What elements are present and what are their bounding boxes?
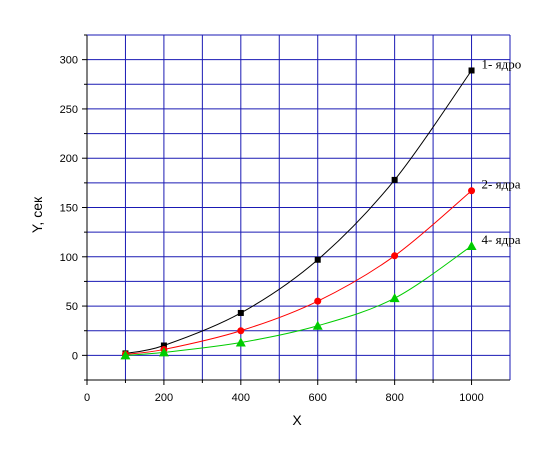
data-point-square — [468, 67, 475, 74]
x-tick-label: 200 — [155, 392, 173, 404]
data-point-triangle — [312, 320, 323, 330]
data-point-triangle — [120, 350, 131, 360]
data-point-triangle — [158, 347, 169, 357]
x-axis-label: X — [292, 412, 302, 428]
series-label: 1- ядро — [482, 56, 522, 71]
series-label: 2- ядра — [482, 177, 521, 192]
series-line — [125, 70, 472, 354]
data-point-circle — [391, 252, 399, 260]
data-point-triangle — [466, 240, 477, 250]
y-tick-label: 300 — [60, 55, 78, 67]
data-point-square — [160, 342, 167, 349]
grid — [87, 35, 510, 380]
series-line — [125, 245, 472, 356]
y-tick-label: 100 — [60, 252, 78, 264]
axes — [82, 34, 511, 385]
x-tick-label: 800 — [385, 392, 403, 404]
x-tick-label: 600 — [309, 392, 327, 404]
data-point-triangle — [235, 337, 246, 347]
data-point-circle — [314, 297, 322, 305]
x-tick-labels: 0 200 400 600 800 1000 — [84, 392, 484, 404]
data-point-square — [391, 176, 398, 183]
y-axis-label: Y, сек — [29, 196, 45, 233]
y-tick-label: 150 — [60, 203, 78, 215]
y-tick-label: 50 — [66, 301, 78, 313]
series-1: 1- ядро — [122, 56, 522, 357]
series-group: 1- ядро 2- ядра 4- ядра — [120, 56, 522, 360]
y-tick-label: 200 — [60, 153, 78, 165]
x-tick-label: 0 — [84, 392, 90, 404]
data-point-circle — [468, 187, 476, 195]
data-point-circle — [237, 327, 245, 335]
data-point-triangle — [389, 293, 400, 303]
x-tick-label: 1000 — [459, 392, 483, 404]
series-3: 4- ядра — [120, 232, 521, 360]
x-tick-label: 400 — [232, 392, 250, 404]
y-tick-labels: 0 50 100 150 200 250 300 — [60, 55, 78, 363]
series-label: 4- ядра — [482, 232, 521, 247]
y-tick-label: 0 — [72, 350, 78, 362]
series-line — [125, 190, 472, 355]
data-point-square — [237, 309, 244, 316]
data-point-square — [314, 256, 321, 263]
y-tick-label: 250 — [60, 104, 78, 116]
